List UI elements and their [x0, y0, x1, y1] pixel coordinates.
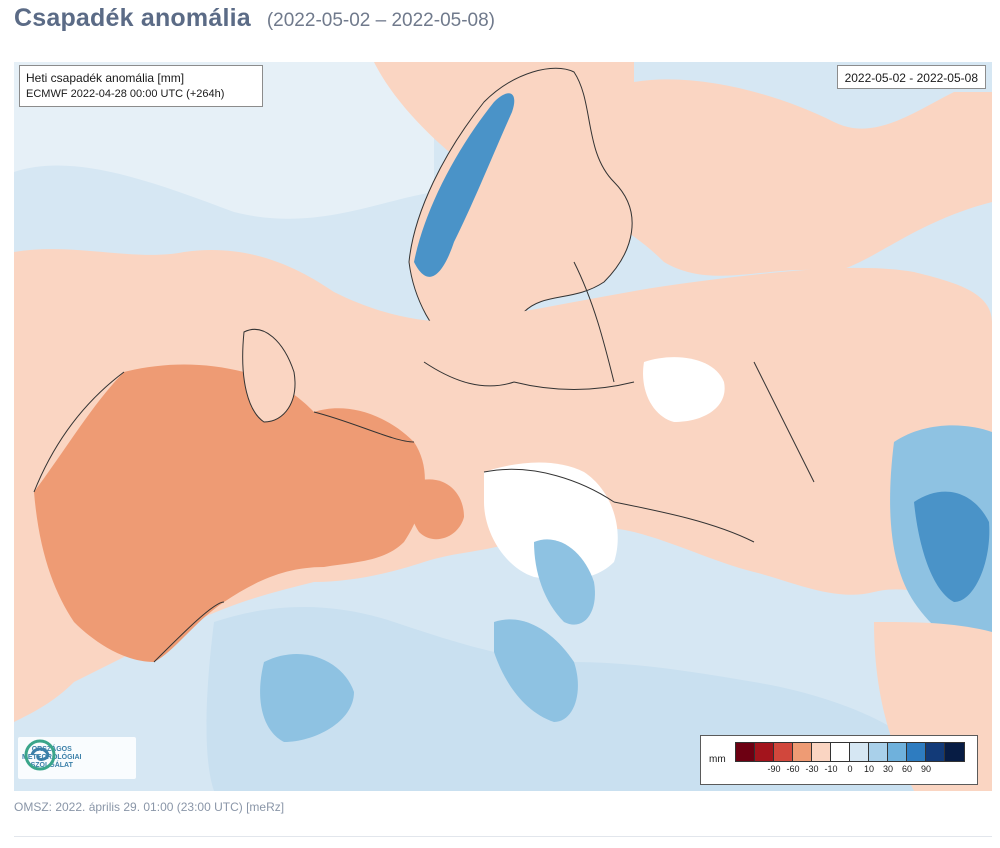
map-info-box: Heti csapadék anomália [mm] ECMWF 2022-0… [19, 65, 263, 107]
legend-swatch [755, 743, 774, 761]
legend-swatch [907, 743, 926, 761]
legend-swatch [774, 743, 793, 761]
italy-wet-patch [494, 619, 578, 722]
legend-label: 0 [847, 764, 853, 774]
legend-swatch [736, 743, 755, 761]
britain-land [242, 328, 296, 423]
coastline-iberia [33, 371, 225, 663]
legend-swatch [945, 743, 964, 761]
footer-divider [14, 836, 992, 837]
legend-label: 90 [920, 764, 932, 774]
color-legend: mm -90 -60 -30 -10 0 10 30 60 90 [700, 735, 978, 785]
legend-label: -10 [824, 764, 838, 774]
map-info-model-run: ECMWF 2022-04-28 00:00 UTC (+264h) [26, 88, 225, 100]
map-info-title: Heti csapadék anomália [mm] [26, 71, 185, 85]
east-neutral-patch [643, 357, 725, 422]
legend-label: 60 [901, 764, 913, 774]
central-europe-neutral [484, 462, 618, 580]
legend-swatch [888, 743, 907, 761]
germany-dry-patch [409, 479, 464, 540]
omsz-logo-icon [24, 739, 56, 771]
legend-swatches [735, 742, 965, 762]
country-borders [313, 261, 815, 543]
caucasus-wet-patch [914, 491, 990, 602]
omsz-logo: ORSZÁGOS METEOROLÓGIAI SZOLGÁLAT [18, 737, 136, 779]
legend-swatch [812, 743, 831, 761]
map-canvas [14, 62, 992, 791]
legend-swatch [869, 743, 888, 761]
legend-label: -30 [805, 764, 819, 774]
page-title: Csapadék anomália [14, 4, 251, 32]
legend-swatch [831, 743, 850, 761]
precipitation-anomaly-map: Heti csapadék anomália [mm] ECMWF 2022-0… [14, 62, 992, 791]
balkan-wet-patch [534, 539, 595, 625]
norway-wet-zone [414, 93, 515, 277]
page-header: Csapadék anomália (2022-05-02 – 2022-05-… [14, 4, 495, 44]
legend-swatch [793, 743, 812, 761]
map-valid-range: 2022-05-02 - 2022-05-08 [836, 65, 986, 89]
iberia-france-dry-zone [34, 364, 425, 662]
legend-label: 30 [882, 764, 894, 774]
legend-unit: mm [709, 754, 726, 765]
west-med-wet-patch [260, 653, 354, 742]
legend-labels: -90 -60 -30 -10 0 10 30 60 90 [735, 764, 967, 778]
legend-swatch [850, 743, 869, 761]
date-range: (2022-05-02 – 2022-05-08) [266, 10, 496, 31]
legend-label: -90 [767, 764, 781, 774]
legend-label: 10 [863, 764, 875, 774]
legend-label: -60 [786, 764, 800, 774]
legend-swatch [926, 743, 945, 761]
footer-timestamp: OMSZ: 2022. április 29. 01:00 (23:00 UTC… [14, 800, 285, 814]
